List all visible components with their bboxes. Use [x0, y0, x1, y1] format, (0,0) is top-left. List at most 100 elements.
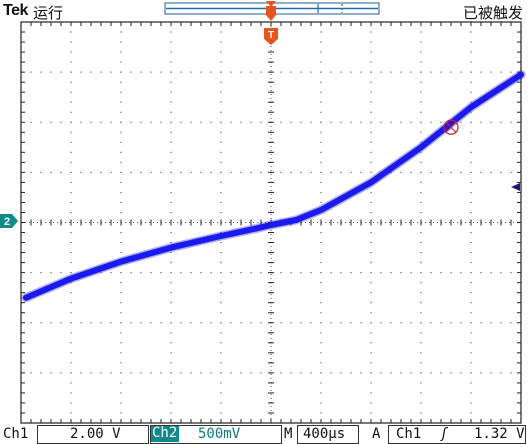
grid-dot: [370, 131, 372, 133]
grid-dot: [470, 201, 472, 203]
xy-trace: [21, 70, 526, 303]
grid-dot: [70, 372, 72, 374]
grid-dot: [230, 121, 232, 123]
grid-dot: [320, 352, 322, 354]
grid-dot: [100, 322, 102, 324]
grid-dot: [110, 272, 112, 274]
grid-dot: [220, 332, 222, 334]
grid-dot: [420, 322, 422, 324]
grid-dot: [320, 181, 322, 183]
grid-dot: [320, 302, 322, 304]
grid-dot: [420, 31, 422, 33]
grid-dot: [120, 31, 122, 33]
grid-dot: [470, 402, 472, 404]
grid-dot: [340, 272, 342, 274]
grid-dot: [500, 171, 502, 173]
trigger-source: Ch1: [396, 426, 422, 442]
grid-dot: [390, 171, 392, 173]
grid-dot: [80, 171, 82, 173]
grid-dot: [470, 322, 472, 324]
grid-dot: [470, 131, 472, 133]
grid-dot: [170, 402, 172, 404]
grid-dot: [470, 81, 472, 83]
grid-dot: [170, 141, 172, 143]
grid-dot: [320, 31, 322, 33]
grid-dot: [510, 171, 512, 173]
grid-dot: [220, 201, 222, 203]
trigger-position-marker[interactable]: [266, 1, 276, 21]
grid-dot: [320, 332, 322, 334]
grid-dot: [30, 71, 32, 73]
grid-dot: [170, 342, 172, 344]
grid-dot: [100, 71, 102, 73]
grid-dot: [120, 232, 122, 234]
grid-dot: [70, 131, 72, 133]
trigger-level-arrow[interactable]: [511, 183, 520, 191]
grid-dot: [320, 51, 322, 53]
grid-dot: [170, 71, 172, 73]
grid-dot: [60, 171, 62, 173]
grid-dot: [70, 161, 72, 163]
trace-point: [119, 260, 123, 264]
grid-dot: [320, 41, 322, 43]
grid-dot: [50, 171, 52, 173]
grid-dot: [250, 272, 252, 274]
grid-dot: [470, 392, 472, 394]
grid-dot: [180, 272, 182, 274]
grid-dot: [180, 71, 182, 73]
brand-logo: Tek: [3, 2, 28, 19]
grid-dot: [170, 211, 172, 213]
trigger-t-marker[interactable]: T: [264, 28, 278, 45]
ch2-label[interactable]: Ch2: [150, 425, 180, 442]
grid-dot: [70, 101, 72, 103]
grid-dot: [110, 71, 112, 73]
grid-dot: [120, 282, 122, 284]
grid-dot: [220, 91, 222, 93]
grid-dot: [430, 372, 432, 374]
grid-dot: [220, 372, 222, 374]
grid-dot: [170, 262, 172, 264]
grid-dot: [370, 201, 372, 203]
grid-dot: [220, 131, 222, 133]
grid-dot: [320, 151, 322, 153]
grid-dot: [410, 121, 412, 123]
grid-dot: [170, 242, 172, 244]
grid-dot: [140, 372, 142, 374]
grid-dot: [420, 151, 422, 153]
grid-dot: [110, 372, 112, 374]
grid-dot: [470, 282, 472, 284]
grid-dot: [420, 392, 422, 394]
grid-dot: [70, 382, 72, 384]
grid-dot: [170, 392, 172, 394]
grid-dot: [330, 372, 332, 374]
ch2-ground-marker[interactable]: 2: [0, 214, 18, 228]
grid-dot: [420, 61, 422, 63]
grid-dot: [420, 242, 422, 244]
grid-dot: [220, 352, 222, 354]
grid-dot: [460, 171, 462, 173]
grid-dot: [190, 171, 192, 173]
grid-dot: [220, 322, 222, 324]
grid-dot: [120, 141, 122, 143]
grid-dot: [120, 372, 122, 374]
trace-point: [419, 145, 423, 149]
grid-dot: [260, 272, 262, 274]
grid-dot: [140, 171, 142, 173]
grid-dot: [170, 101, 172, 103]
grid-dot: [60, 272, 62, 274]
grid-dot: [370, 382, 372, 384]
grid-dot: [170, 272, 172, 274]
grid-dot: [70, 282, 72, 284]
grid-dot: [170, 201, 172, 203]
grid-dot: [320, 392, 322, 394]
grid-dot: [240, 322, 242, 324]
grid-dot: [470, 71, 472, 73]
grid-dot: [380, 322, 382, 324]
grid-dot: [290, 372, 292, 374]
grid-dot: [220, 111, 222, 113]
grid-dot: [420, 312, 422, 314]
grid-dot: [90, 322, 92, 324]
grid-dot: [460, 121, 462, 123]
grid-dot: [370, 282, 372, 284]
grid-dot: [220, 51, 222, 53]
